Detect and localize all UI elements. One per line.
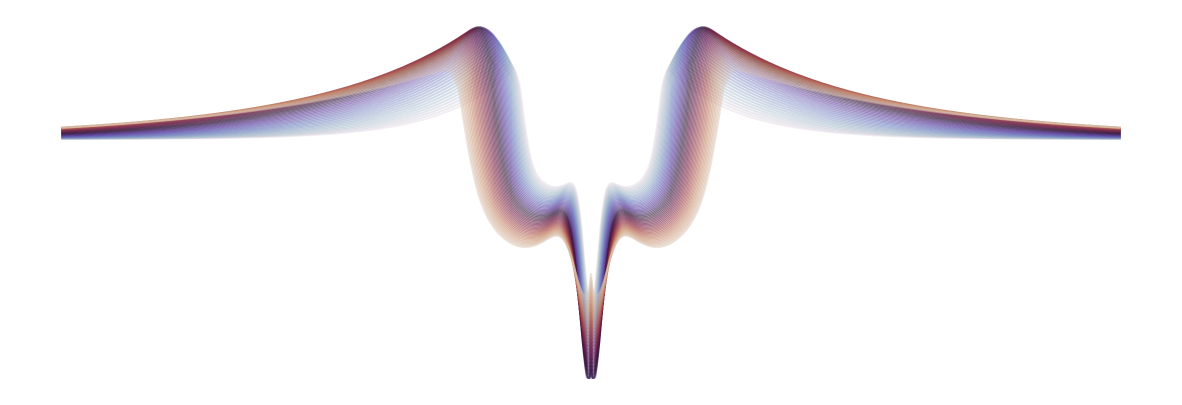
waveform-curve — [61, 34, 1121, 344]
waveform-curve — [61, 54, 1121, 314]
waveform-curve — [61, 26, 1121, 375]
waveform-curve — [61, 40, 1121, 344]
waveform-curve — [61, 26, 1121, 372]
waveform-curve — [61, 46, 1121, 332]
waveform-curve — [61, 49, 1121, 328]
waveform-curve — [61, 49, 1121, 320]
waveform-curve — [61, 39, 1121, 334]
waveform-curve — [61, 44, 1121, 336]
waveform-curve — [61, 36, 1121, 340]
waveform-curve — [61, 29, 1121, 354]
waveform-curve — [61, 27, 1121, 379]
waveform-curve — [61, 56, 1121, 316]
waveform-curve — [61, 26, 1121, 378]
waveform-curve — [61, 28, 1121, 358]
waveform-curve — [61, 51, 1121, 324]
waveform-curve — [61, 26, 1121, 379]
waveform-curve — [61, 38, 1121, 348]
waveform-curve — [61, 29, 1121, 372]
waveform-curve — [61, 59, 1121, 312]
waveform-curve — [61, 26, 1121, 379]
waveform-curve — [61, 31, 1121, 364]
waveform-curve — [61, 32, 1121, 360]
waveform-curve — [61, 30, 1121, 368]
waveform-curve — [61, 34, 1121, 356]
waveform-curve — [61, 62, 1121, 308]
waveform-curve — [61, 28, 1121, 376]
waveform-curve — [61, 37, 1121, 337]
waveform-curve — [61, 51, 1121, 317]
waveform-curve — [61, 62, 1121, 304]
waveform-curve — [61, 32, 1121, 347]
waveform-curve — [61, 36, 1121, 352]
waveform-curve — [61, 42, 1121, 330]
waveform-curve — [61, 27, 1121, 365]
waveform-curve — [61, 42, 1121, 340]
waveform-curve — [61, 27, 1121, 361]
waveform-curve — [61, 59, 1121, 307]
waveform-curve — [61, 46, 1121, 324]
waveform-curve — [61, 57, 1121, 310]
waveform-curve — [61, 68, 1121, 297]
waveform-curve — [61, 65, 1121, 304]
waveform-curve — [61, 31, 1121, 351]
waveform-curve — [61, 26, 1121, 368]
waveform-curve — [61, 54, 1121, 320]
waveform-curve — [61, 65, 1121, 301]
waveform-curve — [61, 44, 1121, 327]
waveform-curve — [61, 68, 1121, 300]
